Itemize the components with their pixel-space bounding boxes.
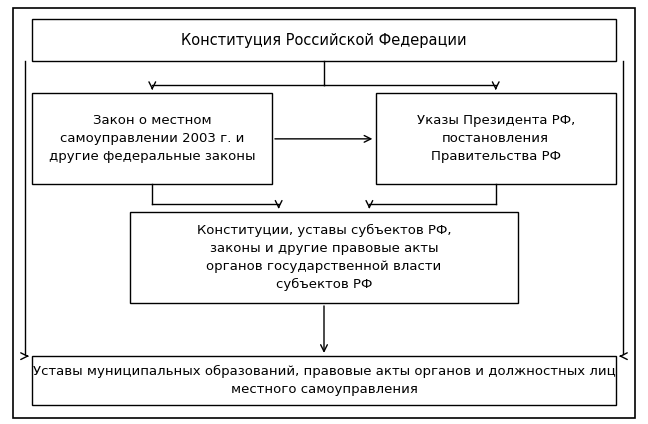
- Bar: [32, 93, 272, 184]
- Bar: [376, 93, 616, 184]
- Bar: [32, 356, 616, 405]
- Text: Конституции, уставы субъектов РФ,
законы и другие правовые акты
органов государс: Конституции, уставы субъектов РФ, законы…: [197, 224, 451, 291]
- Text: Закон о местном
самоуправлении 2003 г. и
другие федеральные законы: Закон о местном самоуправлении 2003 г. и…: [49, 114, 255, 163]
- Text: Конституция Российской Федерации: Конституция Российской Федерации: [181, 33, 467, 48]
- Text: Уставы муниципальных образований, правовые акты органов и должностных лиц
местно: Уставы муниципальных образований, правов…: [32, 365, 616, 396]
- Bar: [130, 212, 518, 303]
- Text: Указы Президента РФ,
постановления
Правительства РФ: Указы Президента РФ, постановления Прави…: [417, 114, 575, 163]
- Bar: [32, 19, 616, 61]
